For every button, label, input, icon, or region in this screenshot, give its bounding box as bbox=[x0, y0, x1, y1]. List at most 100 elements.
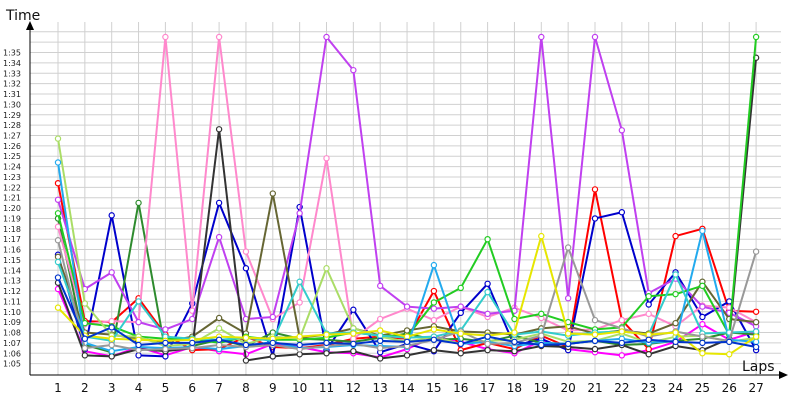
x-tick-label: 2 bbox=[81, 381, 89, 395]
x-tick-label: 21 bbox=[587, 381, 602, 395]
data-point bbox=[538, 232, 545, 240]
data-point bbox=[296, 210, 303, 217]
data-point bbox=[54, 237, 62, 244]
x-tick-label: 23 bbox=[641, 381, 656, 395]
data-point bbox=[457, 303, 464, 310]
data-point bbox=[726, 298, 733, 305]
data-point bbox=[81, 335, 89, 342]
data-point bbox=[403, 338, 411, 346]
data-point bbox=[538, 310, 545, 318]
data-point bbox=[350, 340, 357, 348]
data-point bbox=[215, 233, 223, 241]
data-point bbox=[350, 330, 357, 337]
data-point bbox=[108, 212, 115, 219]
data-point bbox=[135, 352, 142, 359]
data-point bbox=[135, 346, 142, 354]
data-point bbox=[403, 327, 411, 334]
data-point bbox=[564, 340, 572, 348]
data-point bbox=[215, 126, 223, 133]
data-point bbox=[699, 339, 706, 347]
y-tick-label: 1:19 bbox=[3, 214, 21, 223]
data-point bbox=[296, 341, 303, 349]
data-point bbox=[591, 33, 599, 41]
data-point bbox=[377, 282, 384, 290]
y-axis-label: Time bbox=[5, 8, 40, 24]
data-point bbox=[699, 282, 706, 290]
data-point bbox=[296, 351, 303, 358]
data-point bbox=[215, 325, 223, 332]
data-point bbox=[108, 324, 115, 331]
y-tick-label: 1:22 bbox=[3, 183, 21, 192]
data-point bbox=[54, 258, 62, 266]
data-point bbox=[81, 300, 89, 307]
data-point bbox=[726, 338, 733, 346]
x-tick-label: 7 bbox=[215, 381, 223, 395]
y-tick-label: 1:27 bbox=[3, 131, 21, 140]
data-point bbox=[645, 293, 652, 300]
y-tick-label: 1:28 bbox=[3, 121, 21, 130]
data-point bbox=[591, 331, 599, 338]
y-tick-label: 1:33 bbox=[3, 69, 21, 78]
data-point bbox=[135, 318, 142, 326]
data-point bbox=[242, 357, 250, 364]
x-axis-arrow bbox=[779, 371, 788, 379]
data-point bbox=[135, 199, 142, 207]
y-tick-label: 1:06 bbox=[3, 349, 21, 358]
data-point bbox=[81, 352, 89, 359]
y-tick-label: 1:24 bbox=[3, 163, 21, 172]
y-tick-label: 1:13 bbox=[3, 277, 21, 286]
data-point bbox=[377, 332, 384, 339]
data-point bbox=[403, 303, 411, 310]
data-point bbox=[215, 314, 223, 322]
x-tick-label: 11 bbox=[319, 381, 334, 395]
x-tick-label: 27 bbox=[748, 381, 763, 395]
data-point bbox=[108, 269, 115, 276]
data-point bbox=[215, 336, 223, 343]
data-point bbox=[108, 347, 115, 355]
data-point bbox=[377, 344, 384, 352]
data-point bbox=[645, 301, 652, 308]
data-point bbox=[564, 295, 572, 302]
data-point bbox=[672, 271, 679, 278]
data-point bbox=[323, 339, 330, 347]
y-tick-label: 1:35 bbox=[3, 49, 21, 58]
data-point bbox=[54, 159, 62, 166]
data-point bbox=[296, 333, 303, 340]
y-tick-label: 1:07 bbox=[3, 339, 21, 348]
y-tick-label: 1:10 bbox=[3, 308, 21, 317]
data-point bbox=[618, 352, 626, 359]
data-point bbox=[350, 306, 357, 313]
y-tick-label: 1:18 bbox=[3, 225, 21, 234]
data-point bbox=[484, 340, 491, 348]
data-point bbox=[672, 232, 679, 240]
data-point bbox=[591, 316, 599, 324]
axes bbox=[26, 21, 788, 379]
data-point bbox=[269, 353, 276, 360]
data-point bbox=[189, 315, 196, 323]
data-point bbox=[484, 280, 491, 287]
data-point bbox=[672, 290, 679, 298]
data-point bbox=[323, 350, 330, 357]
data-point bbox=[618, 209, 626, 216]
data-point bbox=[538, 341, 545, 349]
x-tick-label: 9 bbox=[269, 381, 277, 395]
data-point bbox=[54, 135, 62, 142]
data-point bbox=[457, 350, 464, 357]
x-tick-label: 4 bbox=[135, 381, 143, 395]
y-tick-label: 1:21 bbox=[3, 194, 21, 203]
data-point bbox=[269, 190, 276, 197]
y-tick-label: 1:29 bbox=[3, 111, 21, 120]
data-point bbox=[242, 341, 250, 349]
x-tick-label: 10 bbox=[292, 381, 307, 395]
data-point bbox=[752, 318, 760, 326]
data-point bbox=[54, 253, 62, 261]
data-point bbox=[564, 330, 572, 337]
y-tick-label: 1:32 bbox=[3, 80, 21, 89]
data-point bbox=[699, 333, 706, 340]
data-point bbox=[430, 336, 438, 343]
data-point bbox=[135, 336, 142, 343]
x-tick-label: 19 bbox=[534, 381, 549, 395]
data-point bbox=[242, 265, 250, 272]
x-tick-label: 20 bbox=[561, 381, 576, 395]
